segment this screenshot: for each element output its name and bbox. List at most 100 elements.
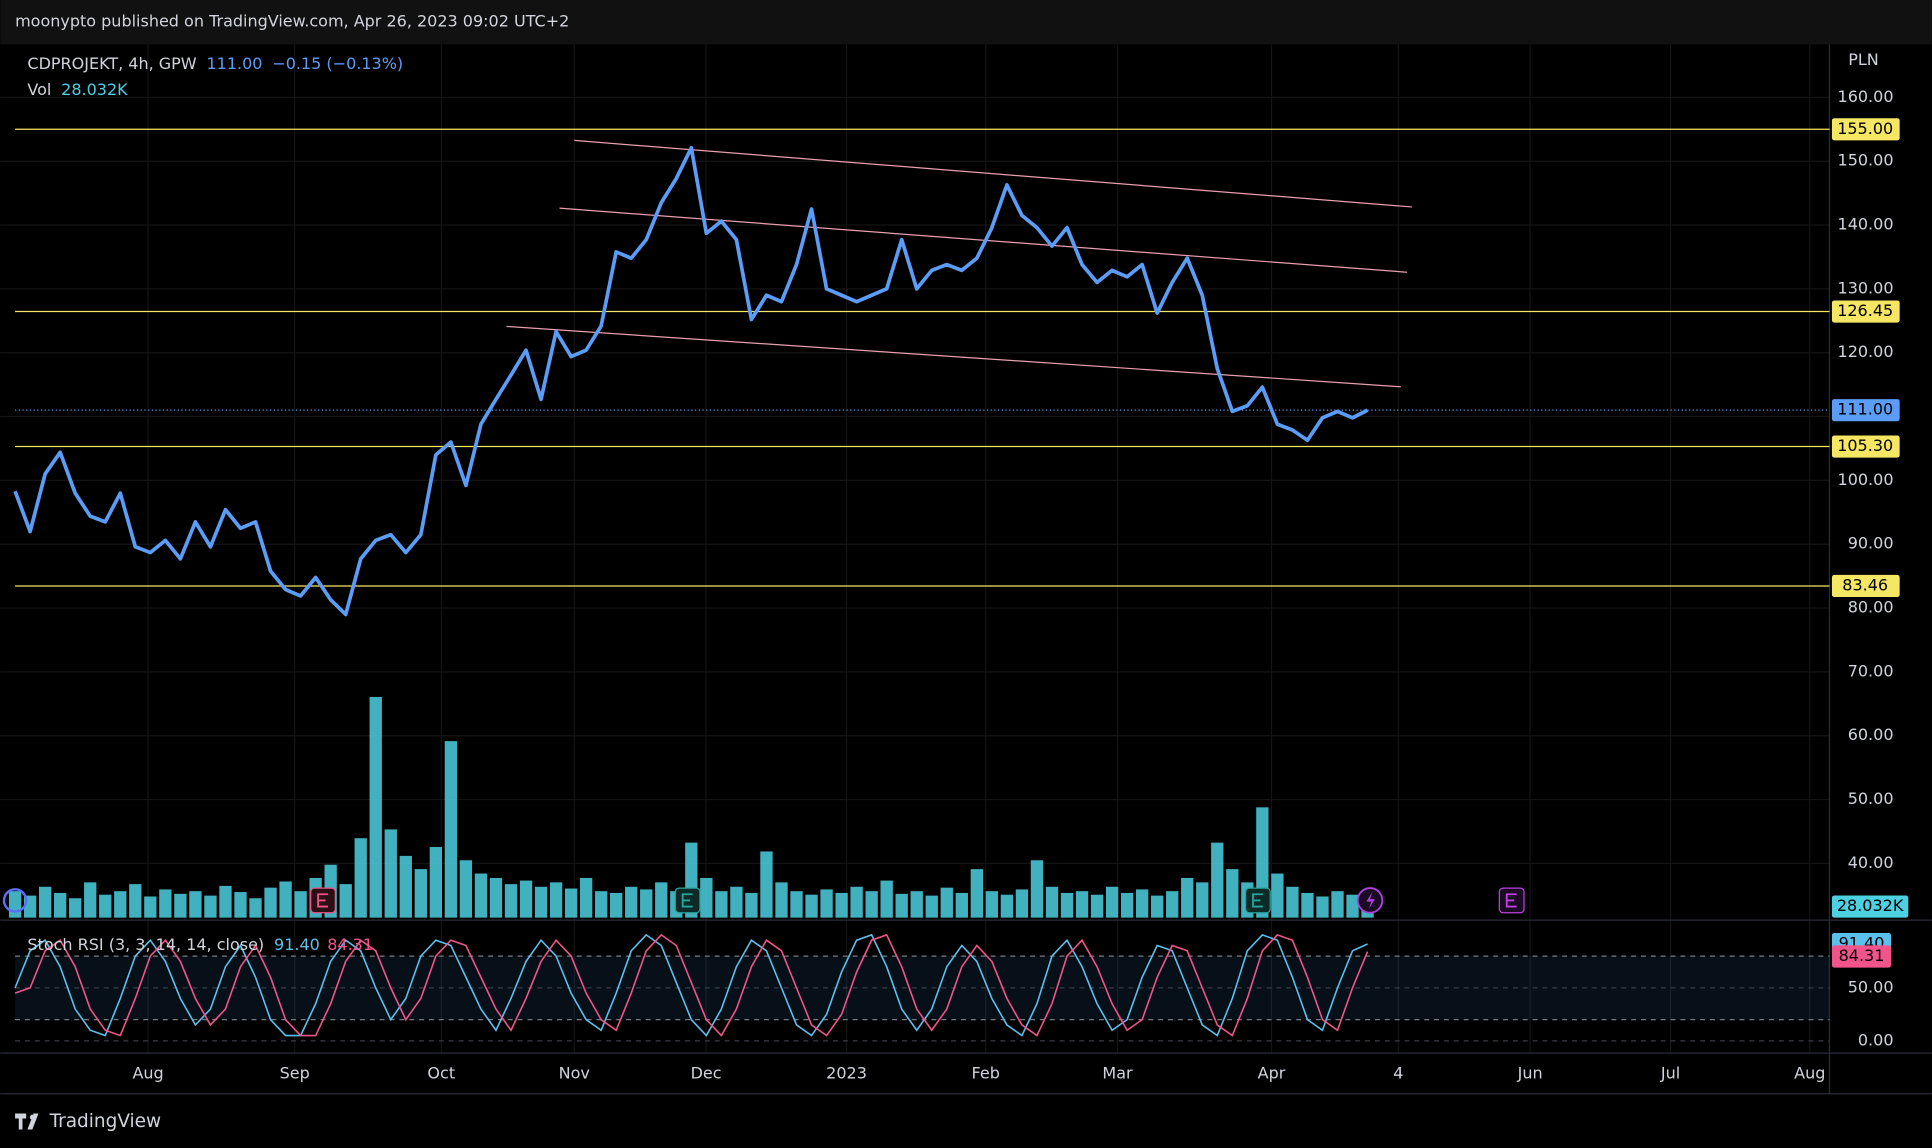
- volume-bar: [429, 847, 443, 918]
- icon-glyph: [317, 893, 328, 908]
- volume-bar: [84, 882, 97, 918]
- volume-bar: [384, 829, 397, 918]
- volume-bar: [640, 889, 653, 918]
- volume-bar: [204, 895, 217, 918]
- level-label: 126.45: [1837, 301, 1893, 320]
- volume-bar: [1045, 886, 1059, 918]
- volume-bar: [594, 891, 608, 918]
- icon: [2, 888, 28, 913]
- earnings-icon: [1244, 887, 1271, 914]
- y-tick-label: 50.00: [1848, 789, 1894, 808]
- volume-bar: [1196, 882, 1209, 918]
- x-tick-label: Dec: [691, 1064, 722, 1083]
- volume-bar: [1151, 895, 1164, 918]
- x-tick-label: Jul: [1660, 1064, 1680, 1083]
- y-tick-label: 100.00: [1838, 470, 1894, 489]
- volume-bar: [1331, 891, 1344, 918]
- volume-bar: [1301, 892, 1314, 918]
- volume-bar: [700, 877, 713, 918]
- y-tick-label: 130.00: [1838, 278, 1894, 297]
- volume-bar: [1226, 869, 1239, 918]
- volume-bar: [910, 891, 923, 918]
- marks: [8, 128, 1830, 1042]
- volume-bar: [1135, 889, 1149, 918]
- level-label: 155.00: [1837, 119, 1893, 138]
- stoch-k-last: 91.40: [274, 934, 320, 953]
- volume-bar: [1000, 894, 1014, 918]
- y-tick-label: 60.00: [1848, 725, 1894, 744]
- stoch-line: [14, 933, 1369, 1037]
- volume-bar: [114, 891, 127, 918]
- legend-volume: Vol 28.032K: [27, 79, 128, 98]
- volume-bar: [1060, 892, 1074, 918]
- x-tick-label: Mar: [1102, 1064, 1133, 1083]
- volume-bar: [564, 888, 578, 918]
- x-tick-label: Oct: [427, 1064, 455, 1083]
- icon-glyph: [1366, 891, 1375, 910]
- y-tick-label: 80.00: [1848, 598, 1894, 617]
- x-tick-label: Jun: [1517, 1064, 1543, 1083]
- legend-stoch: Stoch RSI (3, 3, 14, 14, close) 91.40 84.3…: [27, 934, 373, 953]
- volume-bar: [264, 887, 277, 918]
- volume-bar: [1181, 877, 1194, 918]
- x-tick-label: Aug: [1794, 1064, 1825, 1083]
- volume-bar: [504, 884, 518, 918]
- stoch-d-last: 84.31: [327, 934, 373, 953]
- volume-bar: [1090, 894, 1104, 918]
- last-price: 111.00: [206, 54, 262, 73]
- volume-bar: [279, 881, 292, 918]
- volume-bar: [865, 891, 878, 918]
- volume-bar: [790, 891, 803, 918]
- volume-bar: [730, 886, 743, 918]
- volume-bar: [1015, 889, 1029, 918]
- footer-logo: [15, 1113, 39, 1130]
- volume-bar: [399, 855, 412, 918]
- last-price-label: 111.00: [1837, 400, 1893, 419]
- volume-bar: [1286, 886, 1299, 918]
- volume-bar: [1316, 896, 1329, 918]
- volume-bar: [820, 889, 833, 918]
- trendline: [574, 139, 1412, 208]
- volume-bar: [294, 891, 307, 918]
- y-tick-label: 70.00: [1848, 661, 1894, 680]
- volume-bar: [715, 891, 728, 918]
- stoch-last-label: 84.31: [1839, 946, 1885, 965]
- lightning-icon: [1356, 887, 1384, 914]
- top-bar: [0, 0, 1932, 45]
- level-label-box: [1831, 435, 1900, 458]
- volume-bar: [970, 869, 983, 918]
- volume-bar: [234, 892, 247, 918]
- footer-brand: TradingView: [49, 1111, 162, 1132]
- grid: [0, 44, 1830, 1054]
- x-tick-label: Apr: [1258, 1064, 1286, 1083]
- volume-bar: [1030, 860, 1044, 918]
- earnings-icon: [674, 887, 701, 914]
- volume-bar: [1120, 892, 1134, 918]
- volume-bar: [1075, 891, 1089, 918]
- level-label-box: [1831, 118, 1900, 141]
- volume-bar: [474, 873, 488, 918]
- volume-bar: [895, 893, 908, 918]
- logo-dot: [29, 1114, 35, 1120]
- volume-bar: [174, 893, 187, 918]
- volume-bar: [354, 838, 367, 918]
- volume-bar: [189, 891, 202, 918]
- y-tick-label: 140.00: [1838, 215, 1894, 234]
- volume-bar: [925, 895, 938, 918]
- volume-bar: [775, 882, 788, 918]
- x-tick-label: 2023: [826, 1064, 867, 1083]
- volume-bar: [655, 882, 668, 918]
- icon-glyph: [1505, 893, 1517, 908]
- volume-bar: [610, 892, 623, 918]
- currency: PLN: [1848, 50, 1879, 69]
- icon-glyph: [1252, 893, 1263, 908]
- x-tick-label: Nov: [559, 1064, 590, 1083]
- volume-bar: [339, 884, 352, 918]
- event-icons: [2, 887, 1525, 914]
- channel: [506, 139, 1412, 388]
- volume-last: 28.032K: [61, 79, 128, 98]
- earnings-icon: [1498, 887, 1525, 914]
- level-label: 83.46: [1842, 575, 1888, 594]
- stoch-tick-label: 0.00: [1858, 1030, 1894, 1049]
